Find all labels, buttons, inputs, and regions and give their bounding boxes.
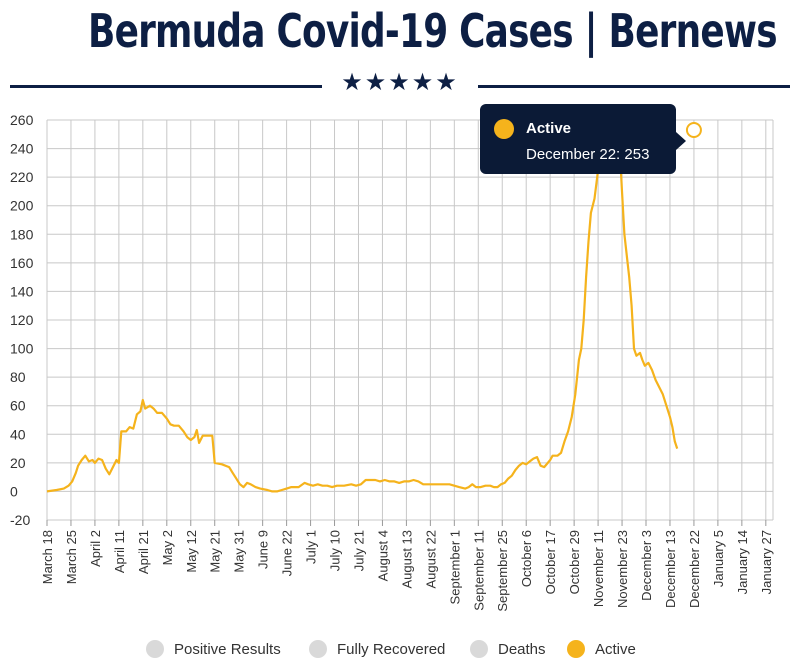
x-tick-label: August 22 bbox=[423, 530, 438, 589]
legend-item-fully-recovered[interactable]: Fully Recovered bbox=[309, 640, 445, 658]
y-tick-label: 60 bbox=[10, 398, 26, 414]
highlight-point bbox=[685, 122, 702, 138]
x-tick-label: April 21 bbox=[136, 530, 151, 574]
y-tick-label: 260 bbox=[10, 112, 34, 128]
y-tick-label: 20 bbox=[10, 455, 26, 471]
x-tick-label: January 5 bbox=[711, 530, 726, 587]
y-tick-label: 140 bbox=[10, 283, 34, 299]
x-tick-label: May 31 bbox=[232, 530, 247, 573]
x-tick-label: October 6 bbox=[519, 530, 534, 587]
legend-dot-icon bbox=[567, 640, 585, 658]
x-tick-label: July 1 bbox=[304, 530, 319, 564]
x-tick-label: December 3 bbox=[639, 530, 654, 601]
legend-item-positive-results[interactable]: Positive Results bbox=[146, 640, 281, 658]
x-tick-label: August 13 bbox=[399, 530, 414, 589]
tooltip: Active December 22: 253 bbox=[480, 104, 686, 174]
x-axis-ticks: March 18 March 25 April 2 April 11 April 21 M… bbox=[40, 530, 774, 612]
y-tick-label: 120 bbox=[10, 312, 34, 328]
y-tick-label: 80 bbox=[10, 369, 26, 385]
x-tick-label: September 11 bbox=[471, 530, 486, 611]
x-tick-label: January 14 bbox=[735, 530, 750, 594]
y-axis-ticks: -20 0 20 40 60 80 100 120 140 160 180 200 220 240 260 bbox=[10, 112, 34, 528]
x-tick-label: March 18 bbox=[40, 530, 55, 584]
tooltip-value: December 22: 253 bbox=[526, 146, 650, 163]
legend-label: Active bbox=[595, 640, 636, 658]
x-tick-label: April 2 bbox=[88, 530, 103, 567]
series-line-active bbox=[46, 128, 679, 493]
x-tick-label: May 12 bbox=[184, 530, 199, 573]
tooltip-series-dot bbox=[494, 119, 514, 139]
title-rule-left bbox=[10, 85, 322, 88]
x-tick-label: March 25 bbox=[64, 530, 79, 584]
x-tick-label: December 13 bbox=[663, 530, 678, 608]
chart-legend: Positive Results Fully Recovered Deaths … bbox=[0, 640, 800, 666]
legend-dot-icon bbox=[470, 640, 488, 658]
chart-series bbox=[46, 122, 702, 493]
x-tick-label: December 22 bbox=[687, 530, 702, 608]
legend-label: Positive Results bbox=[174, 640, 281, 658]
y-tick-label: 200 bbox=[10, 198, 34, 214]
x-tick-label: November 11 bbox=[591, 530, 606, 607]
x-tick-label: August 4 bbox=[375, 530, 390, 581]
legend-dot-icon bbox=[146, 640, 164, 658]
title-rule-right bbox=[478, 85, 790, 88]
legend-label: Deaths bbox=[498, 640, 546, 658]
chart-title: Bermuda Covid-19 Cases | Bernews bbox=[88, 4, 778, 58]
title-stars: ★★★★★ bbox=[341, 68, 459, 96]
legend-item-deaths[interactable]: Deaths bbox=[470, 640, 546, 658]
y-tick-label: 220 bbox=[10, 169, 34, 185]
y-tick-label: 40 bbox=[10, 426, 26, 442]
y-tick-label: 240 bbox=[10, 141, 34, 157]
y-tick-label: 160 bbox=[10, 255, 34, 271]
y-tick-label: 0 bbox=[10, 483, 18, 499]
y-tick-label: -20 bbox=[10, 512, 30, 528]
legend-item-active[interactable]: Active bbox=[567, 640, 636, 658]
x-tick-label: September 1 bbox=[447, 530, 462, 604]
x-tick-label: October 29 bbox=[567, 530, 582, 594]
chart-grid bbox=[46, 119, 774, 526]
tooltip-series-name: Active bbox=[526, 120, 572, 137]
y-tick-label: 100 bbox=[10, 341, 34, 357]
x-tick-label: June 9 bbox=[256, 530, 271, 569]
x-tick-label: November 23 bbox=[615, 530, 630, 608]
x-tick-label: May 2 bbox=[160, 530, 175, 565]
x-tick-label: January 27 bbox=[759, 530, 774, 594]
x-tick-label: July 21 bbox=[351, 530, 366, 571]
legend-label: Fully Recovered bbox=[337, 640, 446, 658]
x-tick-label: May 21 bbox=[208, 530, 223, 573]
x-tick-label: July 10 bbox=[328, 530, 343, 571]
x-tick-label: September 25 bbox=[495, 530, 510, 612]
x-tick-label: April 11 bbox=[112, 530, 127, 573]
y-tick-label: 180 bbox=[10, 226, 34, 242]
x-tick-label: June 22 bbox=[280, 530, 295, 576]
x-tick-label: October 17 bbox=[543, 530, 558, 594]
legend-dot-icon bbox=[309, 640, 327, 658]
